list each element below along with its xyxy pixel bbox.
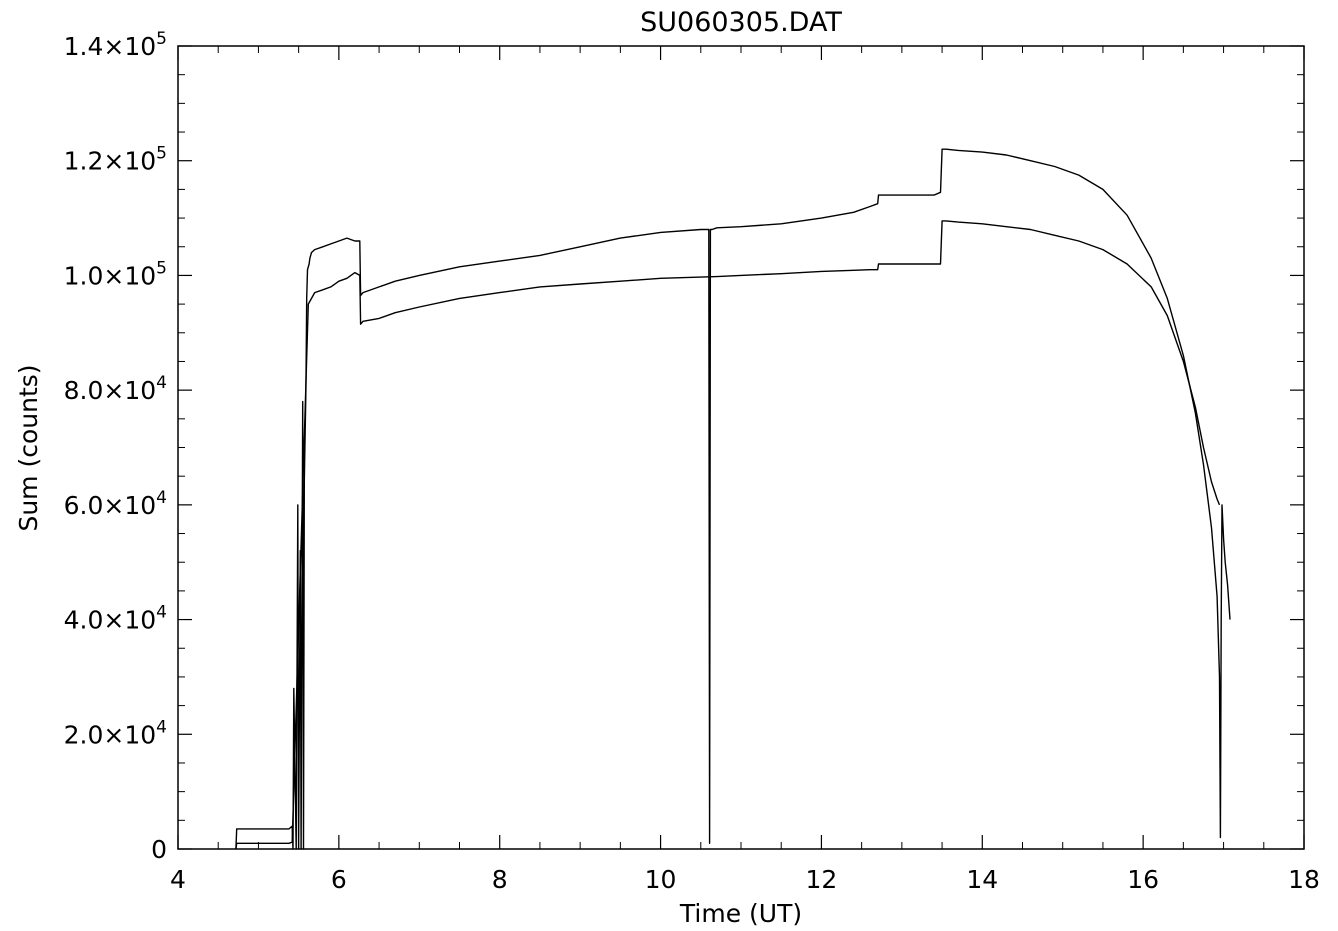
y-tick-exponent: 4 (156, 488, 167, 508)
y-tick-label: 1.4×105 (64, 29, 167, 61)
y-tick-exponent: 5 (156, 29, 167, 49)
y-tick-mantissa: 1.0×10 (64, 261, 157, 290)
y-tick-exponent: 4 (156, 373, 167, 393)
y-tick-label: 6.0×104 (64, 488, 167, 520)
y-tick-exponent: 4 (156, 603, 167, 623)
series-line-1 (235, 148, 1231, 850)
chart-title: SU060305.DAT (640, 7, 842, 38)
y-tick-exponent: 5 (156, 258, 167, 278)
x-axis-label: Time (UT) (679, 899, 802, 928)
tick-labels: 4 6 8 10 12 14 16 1802.0×1044.0×1046.0×1048.0×1… (64, 29, 1320, 894)
y-tick-mantissa: 4.0×10 (64, 606, 157, 635)
axis-ticks (177, 45, 1305, 850)
y-tick-label: 2.0×104 (64, 717, 167, 749)
y-tick-mantissa: 0 (151, 835, 167, 864)
y-tick-label: 8.0×104 (64, 373, 167, 405)
y-tick-mantissa: 1.2×10 (64, 147, 157, 176)
plot-frame (177, 45, 1305, 850)
y-tick-label: 4.0×104 (64, 603, 167, 635)
y-tick-mantissa: 1.4×10 (64, 32, 157, 61)
y-tick-exponent: 5 (156, 144, 167, 164)
y-tick-mantissa: 6.0×10 (64, 491, 157, 520)
y-tick-exponent: 4 (156, 717, 167, 737)
x-tick-label: 8 (492, 865, 508, 894)
x-tick-label: 16 (1127, 865, 1159, 894)
x-tick-label: 18 (1288, 865, 1320, 894)
series-group (235, 148, 1231, 850)
y-tick-label: 1.0×105 (64, 258, 167, 290)
y-tick-label: 1.2×105 (64, 144, 167, 176)
y-tick-mantissa: 2.0×10 (64, 720, 157, 749)
x-tick-label: 10 (645, 865, 677, 894)
x-tick-label: 12 (806, 865, 838, 894)
series-line-2 (235, 220, 1221, 850)
x-tick-label: 14 (966, 865, 998, 894)
y-tick-mantissa: 8.0×10 (64, 376, 157, 405)
x-tick-label: 6 (331, 865, 347, 894)
y-axis-label: Sum (counts) (14, 364, 43, 531)
y-tick-label: 0 (151, 835, 167, 864)
x-tick-label: 4 (170, 865, 186, 894)
